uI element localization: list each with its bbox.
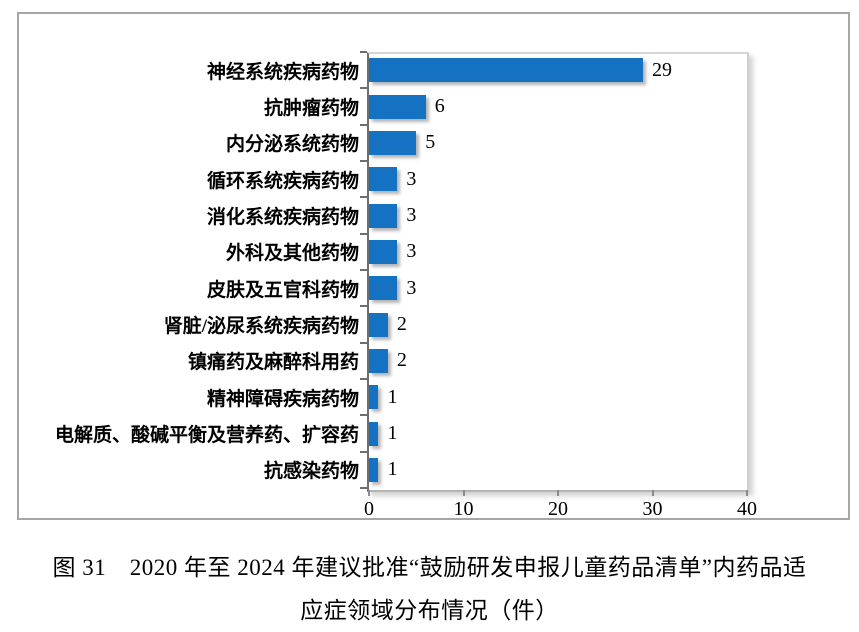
- bar: [369, 348, 388, 373]
- value-label: 3: [406, 240, 417, 263]
- category-label: 抗肿瘤药物: [263, 97, 359, 119]
- x-axis-tick: [651, 490, 654, 496]
- category-label: 消化系统疾病药物: [206, 206, 359, 228]
- caption-line-2: 应症领域分布情况（件）: [300, 598, 559, 623]
- y-axis-tick: [360, 87, 367, 90]
- x-axis-tick: [462, 490, 465, 496]
- bar: [369, 58, 644, 83]
- y-axis-tick: [360, 341, 367, 344]
- y-axis-tick: [360, 414, 367, 417]
- figure-caption: 图 31 2020 年至 2024 年建议批准“鼓励研发申报儿童药品清单”内药品…: [0, 546, 859, 632]
- bar: [369, 457, 379, 482]
- y-axis-tick: [360, 123, 367, 126]
- category-label: 精神障碍疾病药物: [206, 388, 359, 410]
- x-tick-label: 20: [548, 498, 568, 520]
- value-label: 5: [425, 131, 436, 154]
- bar: [369, 385, 379, 410]
- x-tick-label: 30: [642, 498, 663, 520]
- x-tick-label: 0: [364, 498, 374, 520]
- category-label: 内分泌系统药物: [225, 134, 359, 156]
- category-label: 外科及其他药物: [225, 243, 359, 265]
- bar: [369, 94, 426, 119]
- chart-frame: 神经系统疾病药物 29 抗肿瘤药物 6 内分泌系统药物 5 循环系统疾病药物 3 消化系统疾病药…: [17, 12, 850, 520]
- y-axis-tick: [360, 232, 367, 235]
- y-axis-tick: [360, 51, 367, 53]
- value-label: 3: [406, 167, 417, 190]
- bar: [369, 312, 388, 337]
- bar: [369, 421, 379, 446]
- x-tick-label: 10: [453, 498, 474, 520]
- y-axis-tick: [360, 196, 367, 199]
- bar: [369, 130, 417, 155]
- category-label: 循环系统疾病药物: [206, 170, 359, 192]
- category-label: 皮肤及五官科药物: [206, 279, 359, 301]
- bar: [369, 203, 398, 228]
- category-label: 肾脏/泌尿系统疾病药物: [163, 315, 359, 337]
- y-axis-tick: [360, 160, 367, 162]
- category-label: 神经系统疾病药物: [206, 61, 359, 83]
- x-axis-tick: [557, 490, 559, 496]
- y-axis-tick: [360, 487, 367, 489]
- value-label: 3: [406, 203, 417, 226]
- value-label: 29: [652, 58, 673, 81]
- category-label: 电解质、酸碱平衡及营养药、扩容药: [54, 424, 359, 446]
- bar: [369, 167, 398, 192]
- plot-area: [367, 52, 749, 492]
- value-label: 3: [406, 276, 417, 299]
- category-label: 抗感染药物: [263, 461, 359, 483]
- x-axis-tick: [746, 490, 748, 496]
- value-label: 1: [387, 385, 398, 408]
- x-axis-tick: [368, 490, 370, 496]
- x-tick-label: 40: [737, 498, 757, 520]
- value-label: 2: [396, 349, 407, 372]
- value-label: 1: [387, 421, 398, 444]
- y-axis-tick: [360, 269, 367, 271]
- value-label: 2: [396, 312, 407, 335]
- y-axis-tick: [360, 450, 367, 453]
- bar: [369, 276, 398, 301]
- bar: [369, 239, 398, 264]
- y-axis-tick: [360, 378, 367, 380]
- value-label: 1: [387, 458, 398, 481]
- category-label: 镇痛药及麻醉科用药: [187, 352, 359, 374]
- y-axis-tick: [360, 305, 367, 308]
- caption-line-1: 图 31 2020 年至 2024 年建议批准“鼓励研发申报儿童药品清单”内药品…: [52, 555, 807, 580]
- value-label: 6: [434, 94, 445, 117]
